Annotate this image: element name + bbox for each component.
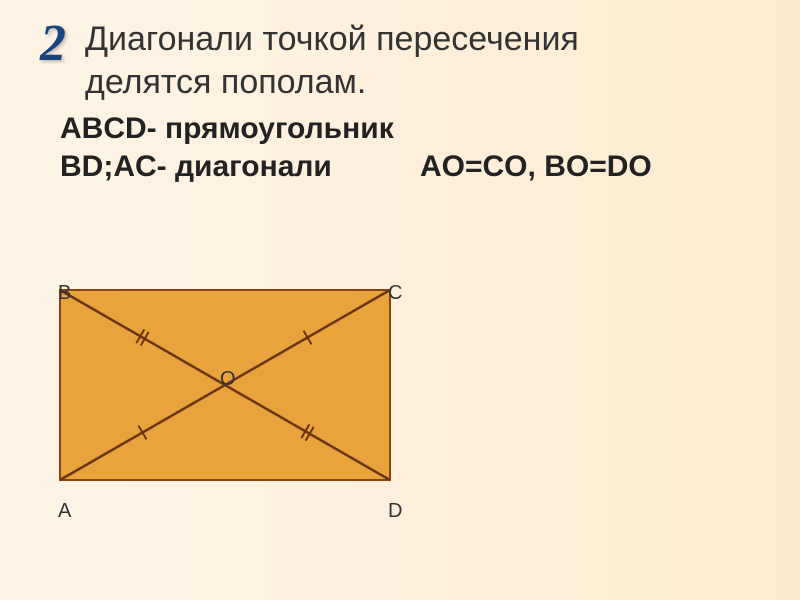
title-line-2: делятся пополам. xyxy=(85,63,366,101)
rectangle-diagram: B C A D O xyxy=(40,260,410,520)
property-number: 2 xyxy=(40,14,66,73)
title-line-1: Диагонали точкой пересечения xyxy=(85,20,579,58)
equations: AO=CO, BO=DO xyxy=(420,150,652,184)
label-b: B xyxy=(58,282,71,305)
label-c: C xyxy=(388,282,402,305)
subtitle-rectangle: ABCD- прямоугольник xyxy=(60,112,394,146)
label-d: D xyxy=(388,500,402,523)
subtitle-diagonals: BD;AC- диагонали xyxy=(60,150,332,184)
label-o: O xyxy=(220,368,236,391)
label-a: A xyxy=(58,500,71,523)
title: Диагонали точкой пересечения делятся поп… xyxy=(85,18,579,103)
